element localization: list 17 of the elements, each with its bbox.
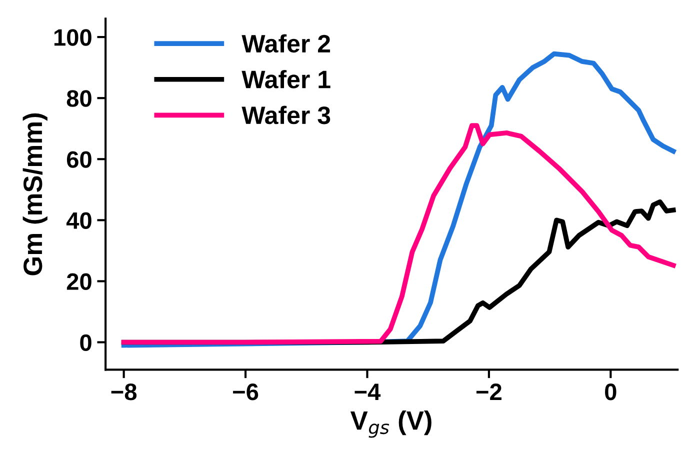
y-tick-label: 20 — [66, 273, 92, 290]
y-axis-title: Gm (mS/mm) — [22, 113, 48, 276]
line-series — [121, 123, 676, 345]
y-tick-label: 100 — [54, 29, 92, 46]
y-tick-label: 40 — [66, 212, 92, 229]
legend-label: Wafer 3 — [242, 106, 330, 124]
legend-label: Wafer 2 — [242, 34, 330, 53]
x-tick-label: −8 — [111, 384, 137, 400]
x-tick-label: −6 — [233, 384, 258, 400]
x-axis-title: V$_{gs}$ (V) — [350, 410, 432, 438]
y-tick-label: 80 — [66, 90, 92, 107]
x-tick-label: 0 — [605, 384, 616, 400]
x-tick-label: −4 — [354, 384, 381, 400]
x-tick-label: −2 — [476, 384, 502, 400]
legend-label: Wafer 1 — [242, 70, 330, 88]
y-tick-label: 60 — [66, 151, 92, 168]
y-tick-label: 0 — [80, 334, 92, 352]
